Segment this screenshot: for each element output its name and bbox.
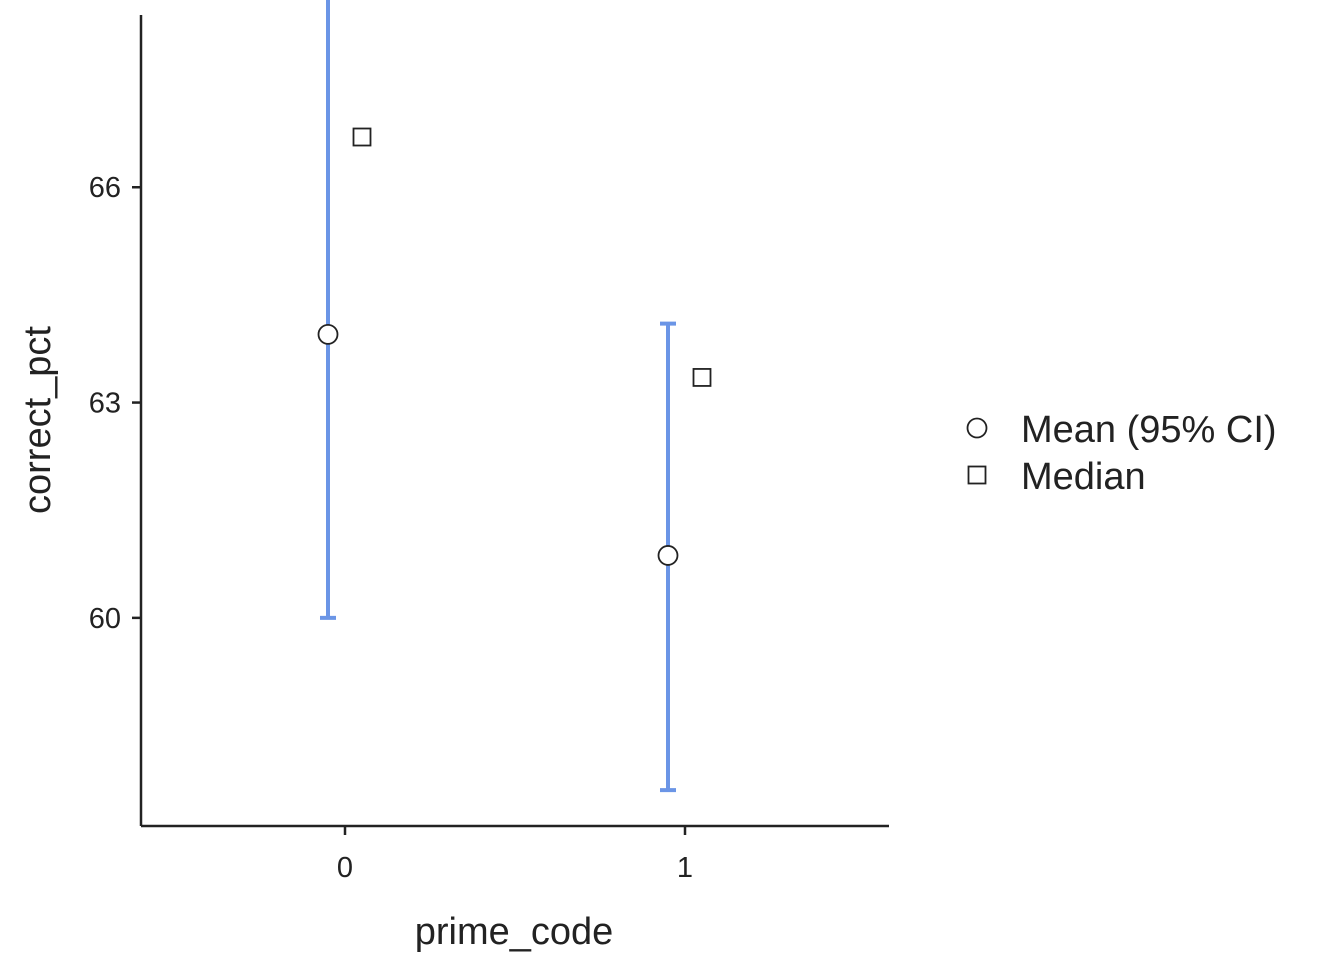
- legend-key-mean: [966, 417, 988, 439]
- mean-point: [657, 545, 679, 566]
- chart-marks: [317, 0, 712, 793]
- y-axis-title: correct_pct: [17, 326, 59, 514]
- median-point: [352, 127, 372, 147]
- legend: Mean (95% CI) Median: [966, 409, 1277, 498]
- x-tick-label: 1: [677, 852, 693, 884]
- axes: 60 63 66 0 1: [89, 15, 889, 884]
- x-tick-label: 0: [337, 852, 353, 884]
- x-axis-title: prime_code: [415, 911, 614, 953]
- mean-point: [317, 323, 339, 345]
- legend-key-median: [967, 465, 987, 485]
- y-tick-label: 60: [89, 603, 121, 635]
- legend-label-median: Median: [1021, 456, 1146, 498]
- y-tick-label: 66: [89, 172, 121, 204]
- y-tick-label: 63: [89, 388, 121, 420]
- legend-label-mean: Mean (95% CI): [1021, 409, 1277, 451]
- median-point: [692, 368, 712, 387]
